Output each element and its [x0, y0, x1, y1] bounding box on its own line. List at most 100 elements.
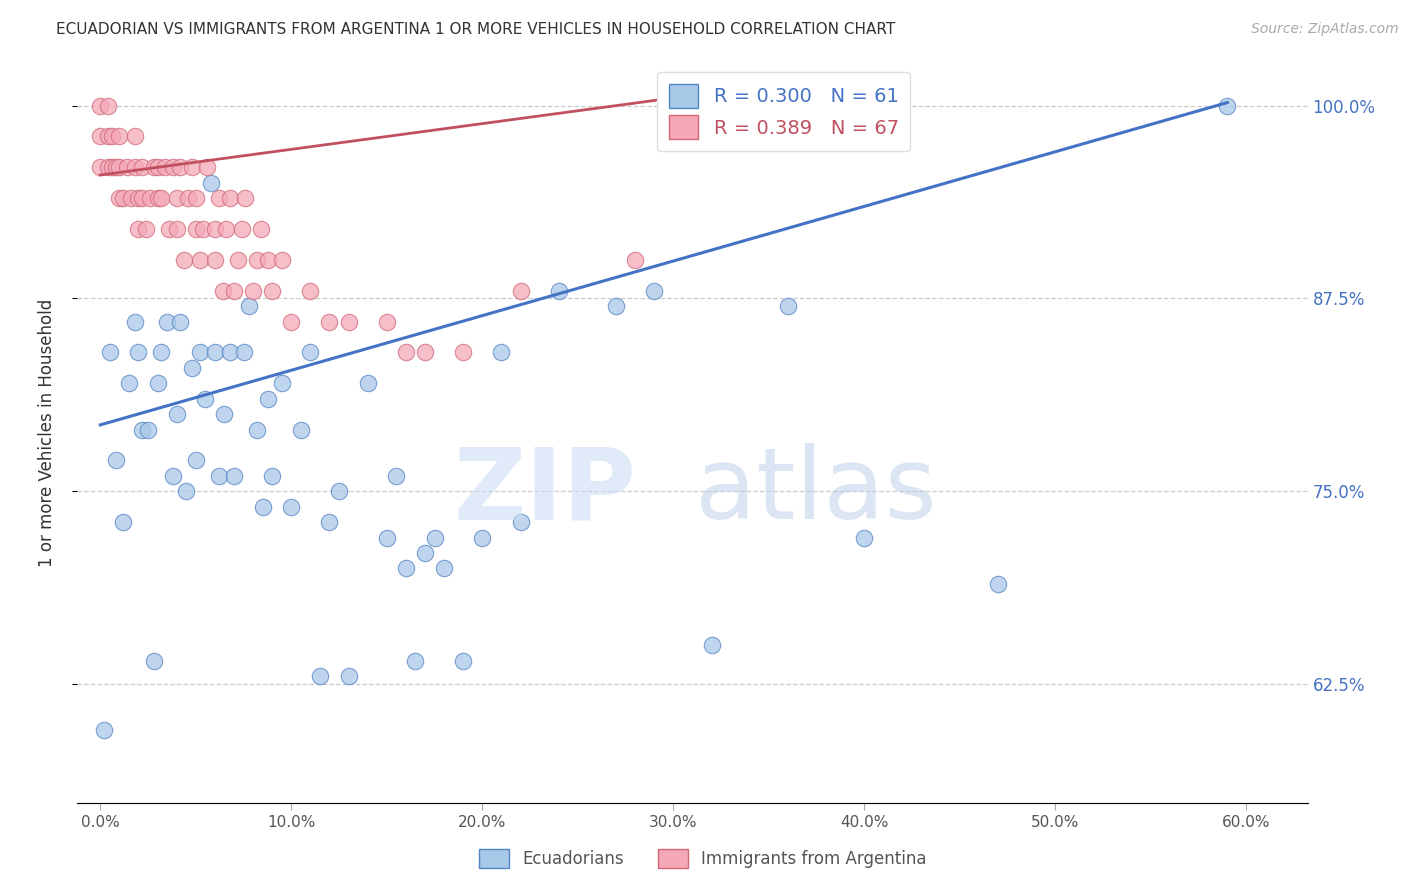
- Point: [624, 252, 647, 267]
- Point: [89, 161, 111, 175]
- Point: [433, 561, 456, 575]
- Legend: Ecuadorians, Immigrants from Argentina: Ecuadorians, Immigrants from Argentina: [472, 842, 934, 875]
- Point: [509, 284, 531, 298]
- Point: [166, 407, 188, 421]
- Point: [246, 252, 269, 267]
- Point: [1216, 98, 1239, 112]
- Point: [423, 531, 446, 545]
- Point: [318, 515, 340, 529]
- Point: [97, 98, 120, 112]
- Point: [290, 423, 312, 437]
- Point: [174, 484, 197, 499]
- Point: [200, 176, 222, 190]
- Point: [299, 345, 322, 359]
- Point: [155, 161, 177, 175]
- Point: [413, 345, 436, 359]
- Point: [700, 639, 723, 653]
- Point: [139, 191, 162, 205]
- Point: [214, 407, 236, 421]
- Point: [226, 252, 249, 267]
- Point: [146, 161, 169, 175]
- Point: [162, 161, 184, 175]
- Point: [249, 222, 271, 236]
- Y-axis label: 1 or more Vehicles in Household: 1 or more Vehicles in Household: [38, 299, 56, 566]
- Point: [127, 345, 149, 359]
- Point: [204, 252, 226, 267]
- Point: [413, 546, 436, 560]
- Point: [257, 392, 280, 406]
- Point: [451, 345, 474, 359]
- Point: [188, 252, 211, 267]
- Point: [262, 468, 284, 483]
- Point: [643, 284, 665, 298]
- Point: [108, 191, 131, 205]
- Point: [337, 315, 360, 329]
- Point: [118, 376, 141, 391]
- Point: [235, 191, 257, 205]
- Point: [451, 654, 474, 668]
- Point: [204, 222, 226, 236]
- Point: [208, 468, 231, 483]
- Point: [184, 453, 207, 467]
- Point: [219, 345, 242, 359]
- Point: [124, 161, 146, 175]
- Point: [328, 484, 350, 499]
- Point: [309, 669, 332, 683]
- Point: [142, 161, 165, 175]
- Point: [471, 531, 494, 545]
- Point: [395, 345, 418, 359]
- Point: [270, 252, 292, 267]
- Point: [124, 129, 146, 144]
- Point: [238, 299, 260, 313]
- Point: [104, 161, 127, 175]
- Text: Source: ZipAtlas.com: Source: ZipAtlas.com: [1251, 22, 1399, 37]
- Point: [491, 345, 513, 359]
- Point: [166, 222, 188, 236]
- Point: [162, 468, 184, 483]
- Text: atlas: atlas: [695, 443, 936, 541]
- Point: [208, 191, 231, 205]
- Point: [136, 423, 159, 437]
- Point: [395, 561, 418, 575]
- Point: [127, 222, 149, 236]
- Point: [100, 161, 122, 175]
- Point: [115, 161, 138, 175]
- Point: [184, 191, 207, 205]
- Point: [112, 515, 135, 529]
- Point: [184, 222, 207, 236]
- Point: [357, 376, 380, 391]
- Point: [97, 129, 120, 144]
- Point: [98, 345, 121, 359]
- Point: [404, 654, 426, 668]
- Point: [150, 191, 173, 205]
- Point: [124, 315, 146, 329]
- Point: [156, 315, 179, 329]
- Legend: R = 0.300   N = 61, R = 0.389   N = 67: R = 0.300 N = 61, R = 0.389 N = 67: [657, 72, 910, 151]
- Point: [181, 161, 204, 175]
- Point: [853, 531, 876, 545]
- Point: [337, 669, 360, 683]
- Point: [157, 222, 180, 236]
- Point: [127, 191, 149, 205]
- Point: [204, 345, 226, 359]
- Point: [222, 284, 245, 298]
- Point: [146, 191, 169, 205]
- Point: [222, 468, 245, 483]
- Point: [169, 315, 191, 329]
- Point: [776, 299, 799, 313]
- Point: [131, 161, 153, 175]
- Point: [280, 315, 302, 329]
- Point: [100, 129, 122, 144]
- Point: [987, 576, 1010, 591]
- Point: [215, 222, 238, 236]
- Point: [108, 129, 131, 144]
- Point: [131, 423, 153, 437]
- Point: [280, 500, 302, 514]
- Point: [193, 222, 215, 236]
- Point: [112, 191, 135, 205]
- Text: ZIP: ZIP: [453, 443, 637, 541]
- Point: [104, 453, 127, 467]
- Point: [89, 129, 111, 144]
- Point: [605, 299, 627, 313]
- Point: [166, 191, 188, 205]
